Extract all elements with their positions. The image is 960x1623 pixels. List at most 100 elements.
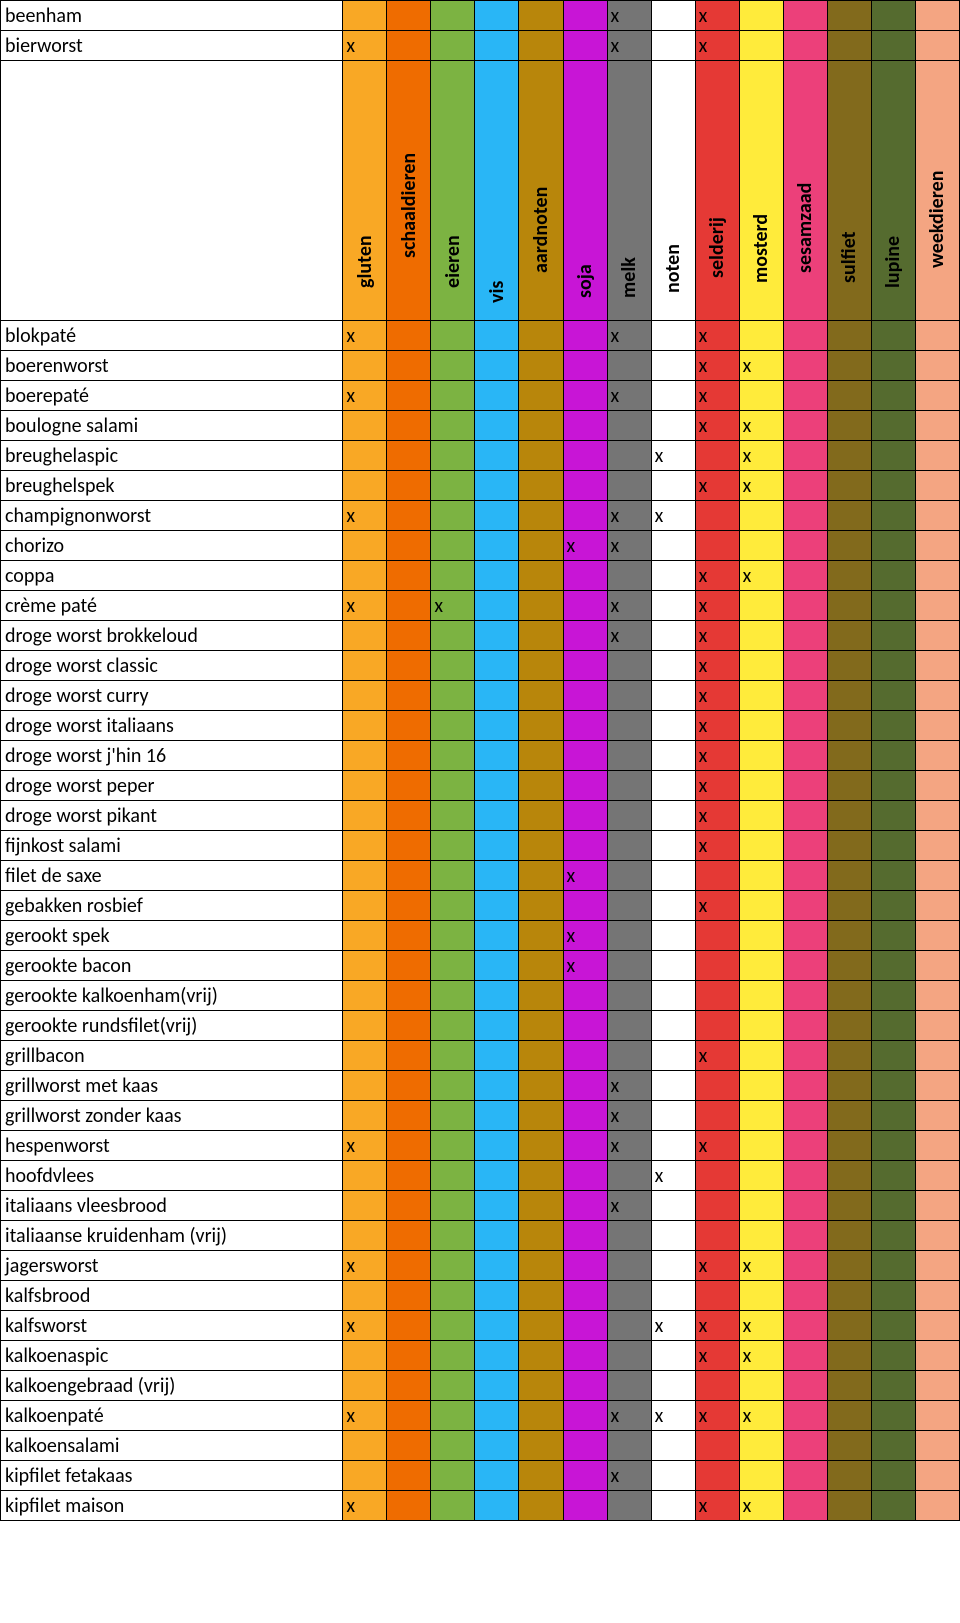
allergen-cell-eieren [431,441,475,471]
allergen-cell-sesamzaad [783,1461,827,1491]
allergen-cell-noten: x [651,441,695,471]
allergen-cell-soja [563,31,607,61]
allergen-cell-sesamzaad [783,1311,827,1341]
allergen-cell-sulfiet [827,1101,871,1131]
allergen-cell-melk [607,831,651,861]
allergen-cell-aardnoten [519,1281,563,1311]
product-name: kalkoenpaté [1,1401,343,1431]
table-row: chorizoxx [1,531,960,561]
allergen-cell-sulfiet [827,1191,871,1221]
allergen-cell-selderij: x [695,1131,739,1161]
product-name: breughelspek [1,471,343,501]
allergen-cell-sulfiet [827,621,871,651]
allergen-cell-vis [475,771,519,801]
table-row: italiaans vleesbroodx [1,1191,960,1221]
allergen-cell-aardnoten [519,1071,563,1101]
table-row: grillbaconx [1,1041,960,1071]
allergen-cell-eieren [431,1041,475,1071]
allergen-cell-noten [651,831,695,861]
allergen-cell-eieren [431,561,475,591]
allergen-cell-gluten [343,1071,387,1101]
allergen-cell-vis [475,1131,519,1161]
allergen-cell-noten [651,1101,695,1131]
allergen-cell-sulfiet [827,591,871,621]
allergen-cell-schaaldieren [387,531,431,561]
allergen-cell-sesamzaad [783,1251,827,1281]
allergen-cell-vis [475,1491,519,1521]
table-row: gerookte rundsfilet(vrij) [1,1011,960,1041]
table-row: boulogne salamixx [1,411,960,441]
allergen-cell-vis [475,711,519,741]
allergen-cell-sesamzaad [783,1131,827,1161]
allergen-cell-vis [475,741,519,771]
allergen-cell-schaaldieren [387,651,431,681]
allergen-cell-lupine [871,861,915,891]
table-row: bierworstxxx [1,31,960,61]
product-name: bierworst [1,31,343,61]
allergen-cell-melk [607,471,651,501]
allergen-cell-melk: x [607,1401,651,1431]
table-row: droge worst peperx [1,771,960,801]
allergen-cell-lupine [871,651,915,681]
table-row: kalkoenaspicxx [1,1341,960,1371]
product-name: droge worst classic [1,651,343,681]
allergen-cell-soja [563,681,607,711]
allergen-cell-sulfiet [827,561,871,591]
allergen-cell-selderij: x [695,651,739,681]
table-row: gerookt spekx [1,921,960,951]
allergen-cell-mosterd [739,381,783,411]
allergen-cell-soja [563,471,607,501]
allergen-cell-mosterd: x [739,1491,783,1521]
header-label-selderij: selderij [705,258,729,278]
allergen-cell-schaaldieren [387,321,431,351]
allergen-cell-noten [651,651,695,681]
product-name: champignonworst [1,501,343,531]
allergen-cell-mosterd [739,651,783,681]
allergen-cell-schaaldieren [387,1371,431,1401]
allergen-cell-soja [563,1461,607,1491]
allergen-cell-aardnoten [519,1251,563,1281]
allergen-cell-eieren [431,1161,475,1191]
allergen-cell-selderij: x [695,1251,739,1281]
allergen-cell-lupine [871,1491,915,1521]
product-name: fijnkost salami [1,831,343,861]
allergen-cell-noten [651,591,695,621]
allergen-cell-selderij: x [695,711,739,741]
allergen-cell-lupine [871,1041,915,1071]
allergen-cell-weekdieren [915,1191,959,1221]
table-row: droge worst italiaansx [1,711,960,741]
allergen-cell-selderij: x [695,471,739,501]
allergen-cell-noten [651,621,695,651]
allergen-cell-gluten [343,861,387,891]
allergen-cell-gluten [343,981,387,1011]
table-row: grillworst zonder kaasx [1,1101,960,1131]
allergen-cell-vis [475,1401,519,1431]
allergen-cell-sulfiet [827,1221,871,1251]
allergen-cell-gluten [343,531,387,561]
allergen-cell-soja [563,1341,607,1371]
allergen-cell-soja [563,351,607,381]
header-name-cell [1,61,343,321]
allergen-cell-weekdieren [915,891,959,921]
allergen-cell-selderij [695,1161,739,1191]
allergen-cell-vis [475,1191,519,1221]
allergen-cell-eieren [431,1461,475,1491]
allergen-cell-gluten [343,1341,387,1371]
allergen-cell-noten [651,741,695,771]
allergen-cell-weekdieren [915,1461,959,1491]
allergen-cell-aardnoten [519,501,563,531]
allergen-cell-melk [607,1491,651,1521]
product-name: hoofdvlees [1,1161,343,1191]
header-lupine: lupine [871,61,915,321]
allergen-cell-aardnoten [519,951,563,981]
allergen-cell-noten [651,1491,695,1521]
allergen-cell-sesamzaad [783,1011,827,1041]
table-row: boerenworstxx [1,351,960,381]
allergen-cell-sesamzaad [783,831,827,861]
product-name: jagersworst [1,1251,343,1281]
allergen-cell-sulfiet [827,681,871,711]
allergen-cell-melk: x [607,501,651,531]
allergen-cell-sesamzaad [783,351,827,381]
allergen-cell-vis [475,1221,519,1251]
allergen-cell-eieren [431,1431,475,1461]
